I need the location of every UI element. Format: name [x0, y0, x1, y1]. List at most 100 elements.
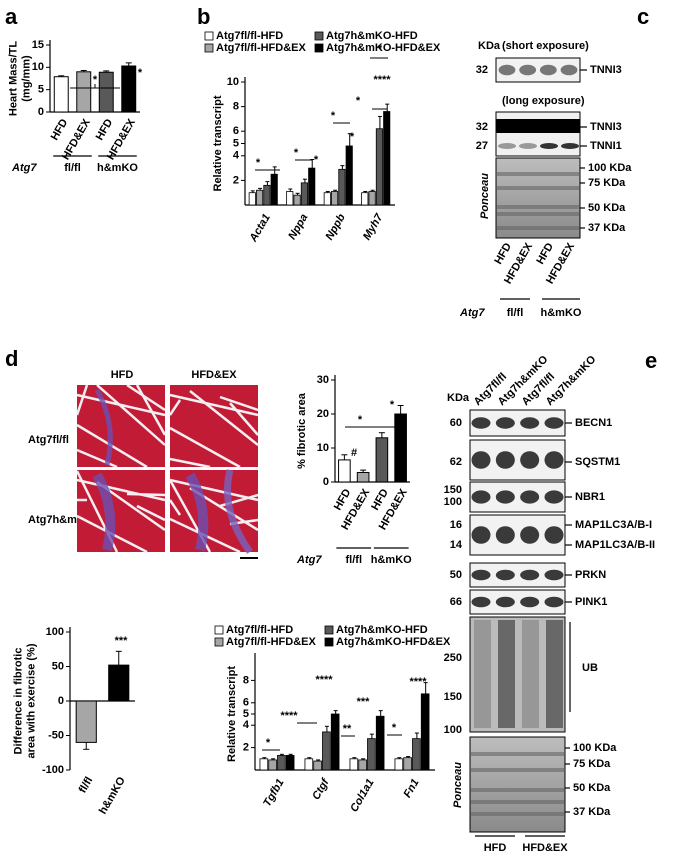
group-title: Atg7 — [459, 307, 485, 319]
annotation: * — [392, 722, 397, 734]
shape — [522, 620, 539, 728]
x-tick-label: Acta1 — [247, 212, 273, 245]
bar — [285, 755, 295, 771]
marker: 14 — [450, 539, 463, 551]
blot-band — [544, 451, 564, 469]
bar — [338, 168, 346, 206]
protein: BECN1 — [575, 417, 612, 429]
y-tick-label: 100 — [46, 626, 64, 638]
tissue-gap — [135, 384, 167, 436]
y-axis-label: area with exercise (%) — [25, 643, 37, 758]
marker: 75 KDa — [588, 177, 626, 189]
shape — [496, 119, 580, 133]
x-tick-label: Ctgf — [310, 776, 332, 802]
bar — [322, 731, 331, 771]
x-tick-label: HFD — [94, 117, 116, 143]
shape — [546, 620, 563, 728]
bar — [76, 71, 92, 113]
y-tick-label: 10 — [32, 61, 44, 73]
tissue-gap — [96, 384, 166, 446]
shape — [497, 186, 579, 190]
annotation: * — [378, 43, 383, 55]
bar — [403, 757, 412, 771]
bar — [256, 189, 264, 206]
blot-band — [544, 526, 564, 544]
shape — [469, 736, 566, 833]
y-axis-label: Relative transcript — [212, 95, 224, 191]
marker: 66 — [450, 596, 462, 608]
annotation: * — [256, 157, 261, 169]
tissue-gap — [126, 383, 166, 412]
shape — [495, 111, 581, 157]
blot-band — [495, 596, 515, 608]
shape — [471, 788, 564, 792]
shape — [497, 205, 579, 209]
protein: NBR1 — [575, 491, 605, 503]
tissue-gap — [76, 478, 166, 502]
annotation: **** — [315, 674, 333, 686]
marker: 62 — [450, 456, 462, 468]
bar — [331, 191, 339, 206]
marker: 100 KDa — [573, 742, 617, 754]
bar — [349, 758, 359, 771]
protein: PRKN — [575, 569, 606, 581]
blot-band — [471, 569, 491, 581]
bar — [345, 145, 353, 206]
group-label: HFD — [484, 842, 507, 854]
bar — [108, 664, 130, 702]
bar — [330, 713, 340, 771]
blot-band — [471, 490, 491, 504]
legend-label: Atg7h&mKO-HFD — [336, 624, 428, 636]
legend-label: Atg7fl/fl-HFD&EX — [216, 42, 306, 54]
blot-band — [539, 64, 557, 76]
marker: 16 — [450, 519, 462, 531]
blot-band — [519, 64, 537, 76]
group-label: h&mKO — [371, 554, 412, 566]
blot-band — [498, 143, 516, 149]
marker: 32 — [476, 121, 488, 133]
blot-band — [520, 451, 540, 469]
annotation: * — [93, 74, 98, 86]
annotation: # — [351, 447, 357, 459]
blot-band — [520, 596, 540, 608]
y-tick-label: 2 — [243, 742, 249, 754]
tissue-gap — [169, 457, 211, 469]
blot-band — [471, 526, 491, 544]
marker: 100 — [444, 496, 462, 508]
panel-label: d — [5, 346, 18, 371]
marker: 37 KDa — [573, 806, 611, 818]
annotation: *** — [357, 696, 371, 708]
protein: TNNI3 — [590, 64, 622, 76]
blot-band — [471, 596, 491, 608]
annotation: * — [294, 147, 299, 159]
x-tick-label: Fn1 — [401, 777, 421, 800]
annotation: * — [138, 67, 143, 79]
panel-label: c — [637, 4, 649, 29]
blot-band — [561, 143, 579, 149]
y-axis-label: % fibrotic area — [296, 392, 308, 469]
protein: TNNI3 — [590, 121, 622, 133]
marker: 60 — [450, 417, 462, 429]
marker: 50 — [450, 569, 462, 581]
y-axis-label: Difference in fibrotic — [12, 648, 24, 755]
annotation: **** — [280, 710, 298, 722]
legend-label: Atg7h&mKO-HFD — [326, 30, 418, 42]
x-tick-label: Myh7 — [361, 211, 386, 242]
y-axis-label: Relative transcript — [226, 666, 238, 762]
x-tick-label: Tgfb1 — [261, 777, 286, 809]
y-tick-label: 10 — [227, 76, 239, 88]
exposure-label: (long exposure) — [502, 95, 585, 107]
panel-label: e — [645, 348, 657, 373]
protein: SQSTM1 — [575, 456, 620, 468]
legend-swatch — [324, 637, 334, 647]
bar — [358, 759, 367, 771]
group-label: fl/fl — [64, 162, 81, 174]
marker: 75 KDa — [573, 758, 611, 770]
blot-band — [495, 451, 515, 469]
blot-band — [471, 417, 491, 429]
bar — [338, 459, 351, 483]
bar — [277, 755, 286, 771]
y-tick-label: 4 — [243, 719, 250, 731]
blot-band — [520, 569, 540, 581]
group-title: Atg7 — [11, 162, 37, 174]
